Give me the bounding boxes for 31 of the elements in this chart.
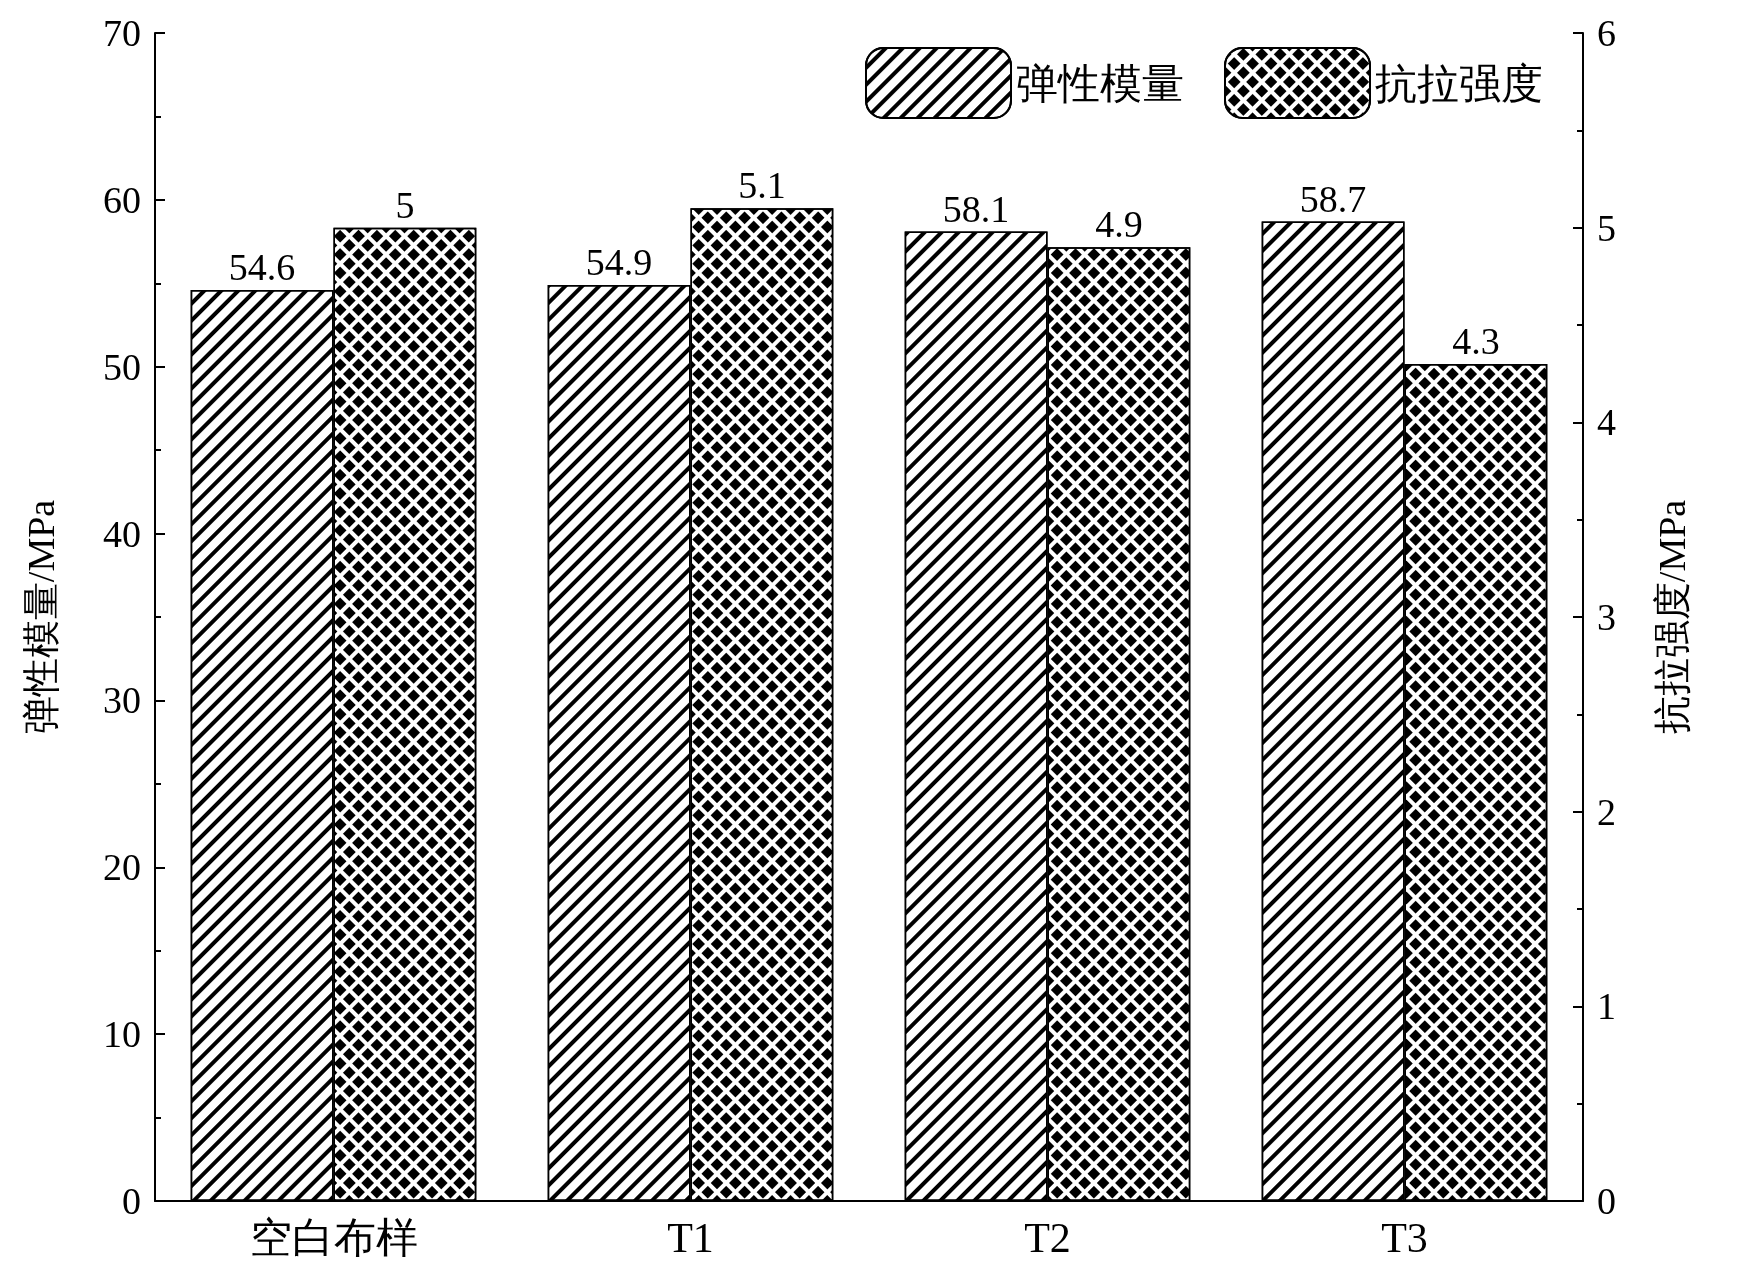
y2-tick-label: 2 [1597,790,1616,833]
data-label: 58.7 [1299,177,1367,220]
data-label: 5.1 [738,164,786,207]
y-tick-label: 20 [103,846,141,889]
y2-tick-label: 5 [1597,206,1616,249]
legend-label: 弹性模量 [1016,58,1184,108]
y2-axis-title: 抗拉强度/MPa [1651,499,1693,735]
y-tick-label: 30 [103,679,141,722]
x-tick-label: 空白布样 [249,1215,418,1261]
y2-tick-label: 0 [1597,1180,1616,1222]
y-tick-label: 50 [103,345,141,388]
y-tick-label: 70 [103,12,141,54]
y-tick-label: 60 [103,178,141,221]
data-label: 4.9 [1095,203,1143,246]
legend-label: 抗拉强度 [1375,58,1543,108]
y2-tick-label: 3 [1597,596,1616,638]
x-tick-label: T2 [1024,1215,1071,1261]
y-tick-label: 10 [103,1013,141,1056]
y2-tick-label: 1 [1597,985,1616,1028]
data-label: 4.3 [1452,319,1500,362]
x-tick-label: T1 [667,1215,714,1261]
x-tick-label: T3 [1381,1215,1428,1261]
data-label: 5 [395,183,415,226]
y-axis-title: 弹性模量/MPa [20,499,62,735]
y-tick-label: 40 [103,512,141,555]
y2-tick-label: 6 [1597,12,1616,54]
data-label: 54.9 [585,240,653,283]
data-label: 54.6 [228,245,296,288]
y2-tick-label: 4 [1597,401,1616,444]
y-tick-label: 0 [122,1180,141,1222]
data-label: 58.1 [942,187,1010,230]
